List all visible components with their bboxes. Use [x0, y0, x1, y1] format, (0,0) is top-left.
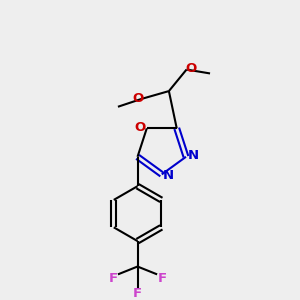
Text: F: F [109, 272, 118, 285]
Text: F: F [158, 272, 166, 285]
Text: O: O [132, 92, 143, 105]
Text: N: N [163, 169, 174, 182]
Text: N: N [187, 149, 198, 162]
Text: F: F [133, 287, 142, 300]
Text: O: O [186, 62, 197, 75]
Text: O: O [134, 121, 146, 134]
